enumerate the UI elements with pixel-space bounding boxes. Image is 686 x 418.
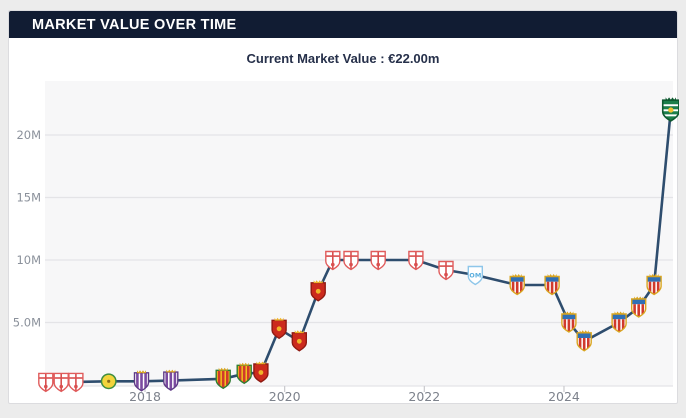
card-title: MARKET VALUE OVER TIME [32, 16, 237, 33]
y-tick-label: 15M [16, 191, 41, 205]
granada-crest-icon[interactable] [53, 372, 69, 393]
granada-crest-icon[interactable] [68, 372, 84, 393]
card-title-bar: MARKET VALUE OVER TIME [9, 11, 677, 38]
sporting-crest-icon[interactable] [661, 97, 680, 122]
current-market-value-text: Current Market Value : €22.00m [246, 51, 440, 66]
y-tick-label: 5.0M [13, 316, 41, 330]
zaragoza-crest-icon[interactable] [291, 330, 307, 352]
almeria-crest-icon[interactable] [631, 296, 647, 323]
granada-crest-icon[interactable] [370, 250, 386, 271]
market-value-card: MARKET VALUE OVER TIME Current Market Va… [8, 10, 680, 405]
chart-area: 5.0M 10M 15M 20M 2018 2020 2022 2024 OM [9, 75, 680, 405]
svg-text:OM: OM [469, 271, 481, 279]
valladolid-crest-icon[interactable] [163, 369, 179, 391]
granada-crest-icon[interactable] [438, 260, 454, 281]
granada-crest-icon[interactable] [343, 250, 359, 271]
granada-crest-icon[interactable] [408, 250, 424, 271]
nastic-crest-icon[interactable] [215, 367, 231, 390]
zaragoza-crest-icon[interactable] [271, 317, 287, 340]
zaragoza-crest-icon[interactable] [310, 280, 326, 302]
leones-crest-icon[interactable] [100, 373, 117, 390]
valladolid-crest-icon[interactable] [133, 370, 150, 392]
plot-area [45, 81, 673, 386]
almeria-crest-icon[interactable] [509, 274, 525, 300]
almeria-crest-icon[interactable] [646, 274, 662, 300]
granada-crest-icon[interactable] [38, 372, 54, 393]
x-tick-label: 2020 [269, 389, 301, 404]
x-tick-label: 2024 [548, 389, 580, 404]
zaragoza-crest-icon[interactable] [253, 361, 269, 383]
almeria-crest-icon[interactable] [561, 311, 577, 338]
x-tick-label: 2022 [408, 389, 440, 404]
nastic-crest-icon[interactable] [236, 362, 252, 385]
granada-crest-icon[interactable] [325, 250, 341, 271]
x-tick-label: 2018 [129, 389, 161, 404]
y-tick-label: 20M [16, 128, 41, 142]
almeria-crest-icon[interactable] [576, 330, 592, 356]
almeria-crest-icon[interactable] [611, 311, 627, 338]
marseille-crest-icon[interactable]: OM [467, 265, 483, 286]
almeria-crest-icon[interactable] [544, 274, 560, 300]
y-tick-label: 10M [16, 253, 41, 267]
market-value-chart: 5.0M 10M 15M 20M 2018 2020 2022 2024 OM [13, 81, 680, 404]
